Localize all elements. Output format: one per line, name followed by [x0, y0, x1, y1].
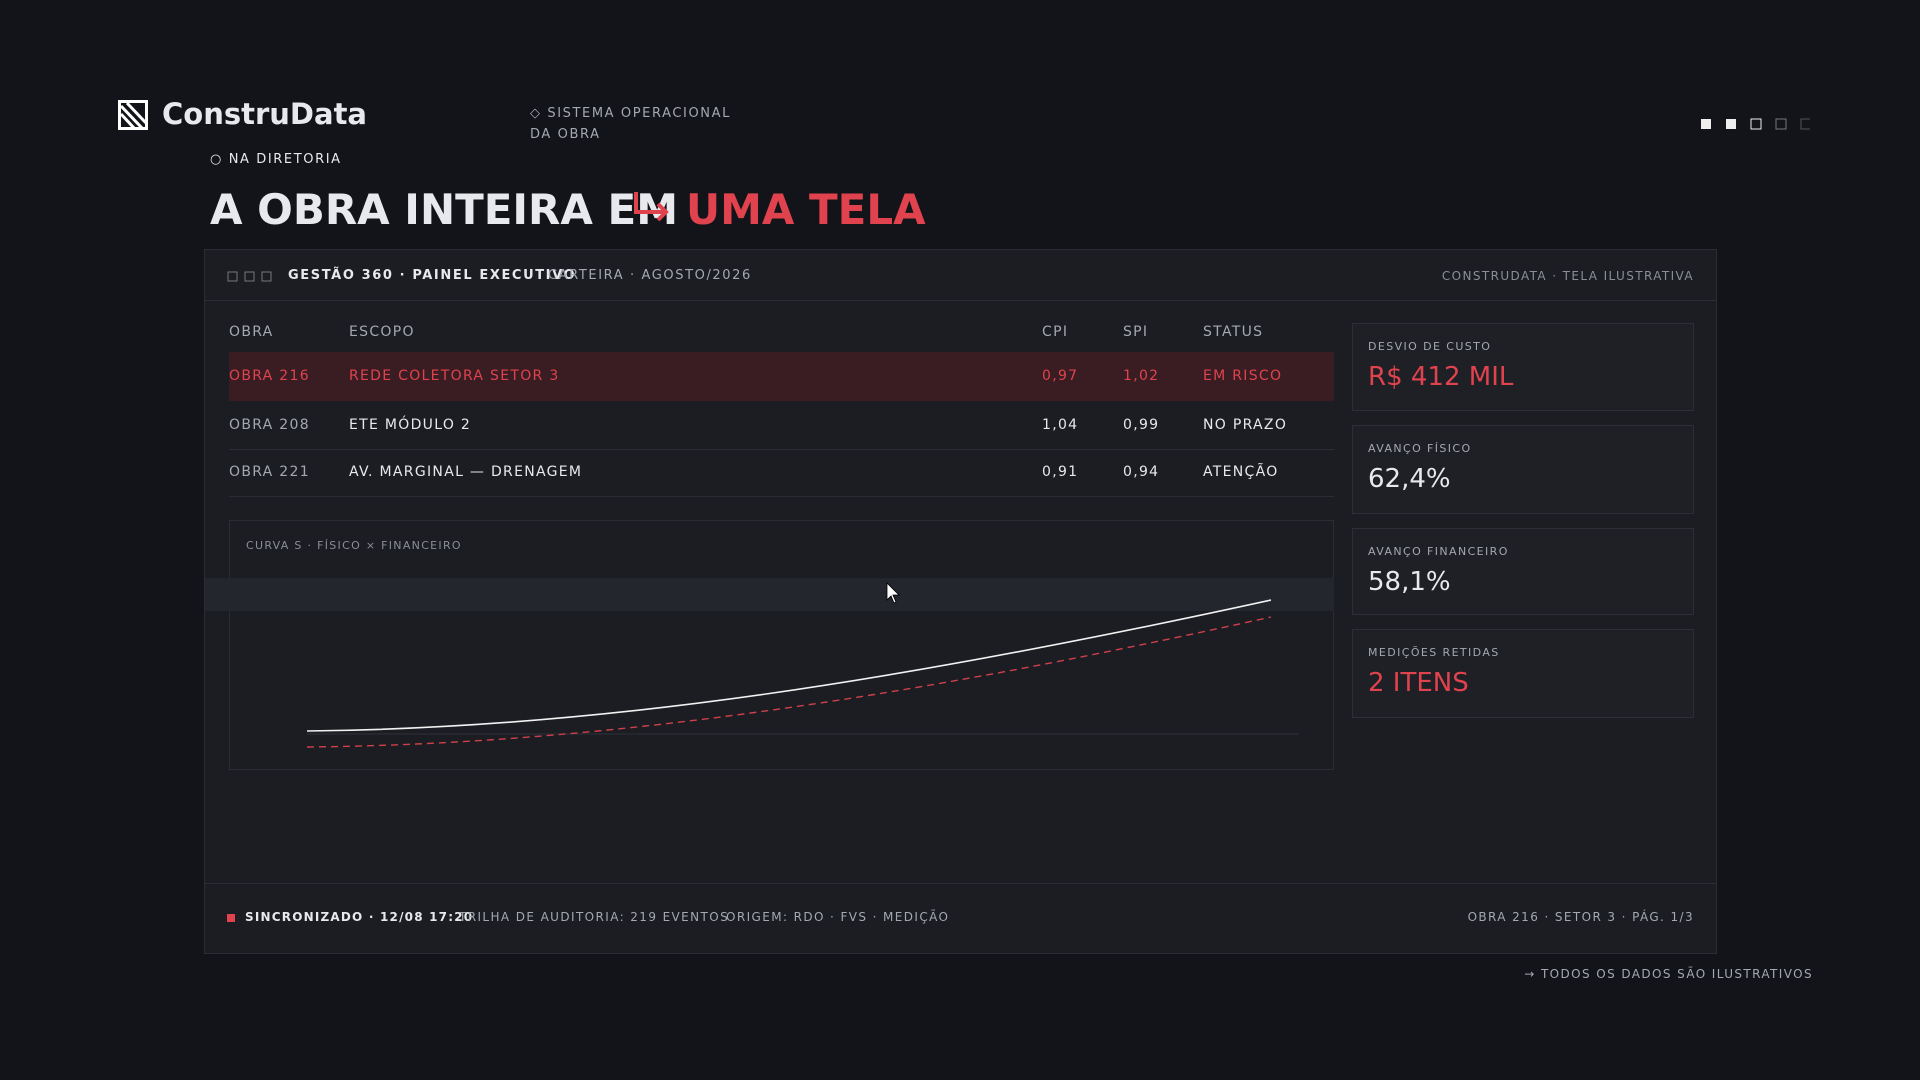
cell: 0,99	[1123, 417, 1160, 433]
cell: REDE COLETORA SETOR 3	[349, 368, 560, 384]
subtitle-line: SISTEMA OPERACIONAL	[547, 106, 731, 121]
cell: OBRA 208	[229, 417, 310, 433]
kpi-value: 2 ITENS	[1368, 668, 1469, 698]
curve-box: CURVA S · FÍSICO × FINANCEIRO	[229, 520, 1334, 770]
brand: ConstruData	[162, 97, 367, 131]
column-header: STATUS	[1203, 324, 1264, 340]
window-controls	[227, 271, 272, 282]
column-header: SPI	[1123, 324, 1149, 340]
origin: ORIGEM: RDO · FVS · MEDIÇÃO	[726, 910, 950, 924]
subtitle: DA OBRA	[530, 127, 601, 142]
kpi-value: R$ 412 MIL	[1368, 362, 1514, 392]
headline: A OBRA INTEIRA EM	[210, 185, 679, 234]
cell: 1,04	[1042, 417, 1079, 433]
disclaimer: → TODOS OS DADOS SÃO ILUSTRATIVOS	[1524, 967, 1813, 981]
kpi-card: MEDIÇÕES RETIDAS 2 ITENS	[1352, 629, 1694, 718]
row-divider	[229, 496, 1334, 497]
cell: 0,97	[1042, 368, 1079, 384]
page-dots	[1701, 118, 1810, 130]
cell: ETE MÓDULO 2	[349, 417, 472, 433]
tag: ○ NA DIRETORIA	[210, 152, 342, 167]
window-context: CARTEIRA · AGOSTO/2026	[548, 268, 752, 283]
kpi-label: DESVIO DE CUSTO	[1368, 340, 1492, 353]
kpi-value: 62,4%	[1368, 464, 1451, 494]
cell: 1,02	[1123, 368, 1160, 384]
s-curve	[306, 582, 1299, 748]
physical-line	[306, 599, 1272, 732]
audit-trail: TRILHA DE AUDITORIA: 219 EVENTOS	[459, 910, 730, 924]
cell: OBRA 216	[229, 368, 310, 384]
column-header: OBRA	[229, 324, 274, 340]
cursor	[886, 582, 900, 604]
kpi-card: DESVIO DE CUSTO R$ 412 MIL	[1352, 323, 1694, 411]
column-header: CPI	[1042, 324, 1069, 340]
column-header: ESCOPO	[349, 324, 415, 340]
cell: 0,91	[1042, 464, 1079, 480]
cell: AV. MARGINAL — DRENAGEM	[349, 464, 583, 480]
sync-status: SINCRONIZADO · 12/08 17:20	[245, 910, 474, 924]
financial-line	[306, 616, 1272, 748]
kpi-card: AVANÇO FINANCEIRO 58,1%	[1352, 528, 1694, 615]
arrow-icon	[634, 192, 669, 222]
headline-accent: UMA TELA	[686, 185, 926, 234]
sync-dot	[227, 914, 235, 922]
divider	[205, 300, 1716, 301]
row-divider	[229, 449, 1334, 450]
cell: EM RISCO	[1203, 368, 1283, 384]
window-right: CONSTRUDATA · TELA ILUSTRATIVA	[1441, 269, 1694, 283]
cell: 0,94	[1123, 464, 1160, 480]
kpi-label: AVANÇO FINANCEIRO	[1368, 545, 1509, 558]
hover-band	[205, 578, 1334, 611]
cell: ATENÇÃO	[1203, 464, 1279, 480]
subtitle: ◇ SISTEMA OPERACIONAL	[530, 106, 731, 121]
kpi-card: AVANÇO FÍSICO 62,4%	[1352, 425, 1694, 514]
kpi-value: 58,1%	[1368, 567, 1451, 597]
cell: NO PRAZO	[1203, 417, 1288, 433]
curve-title: CURVA S · FÍSICO × FINANCEIRO	[246, 539, 462, 552]
logo	[118, 100, 148, 130]
window-title: GESTÃO 360 · PAINEL EXECUTIVO	[288, 268, 577, 283]
row-highlight	[229, 352, 1334, 401]
page-info: OBRA 216 · SETOR 3 · PÁG. 1/3	[1467, 910, 1694, 924]
cell: OBRA 221	[229, 464, 310, 480]
kpi-label: MEDIÇÕES RETIDAS	[1368, 646, 1500, 659]
kpi-label: AVANÇO FÍSICO	[1368, 442, 1472, 455]
divider	[205, 883, 1716, 884]
tag-text: NA DIRETORIA	[228, 152, 342, 167]
